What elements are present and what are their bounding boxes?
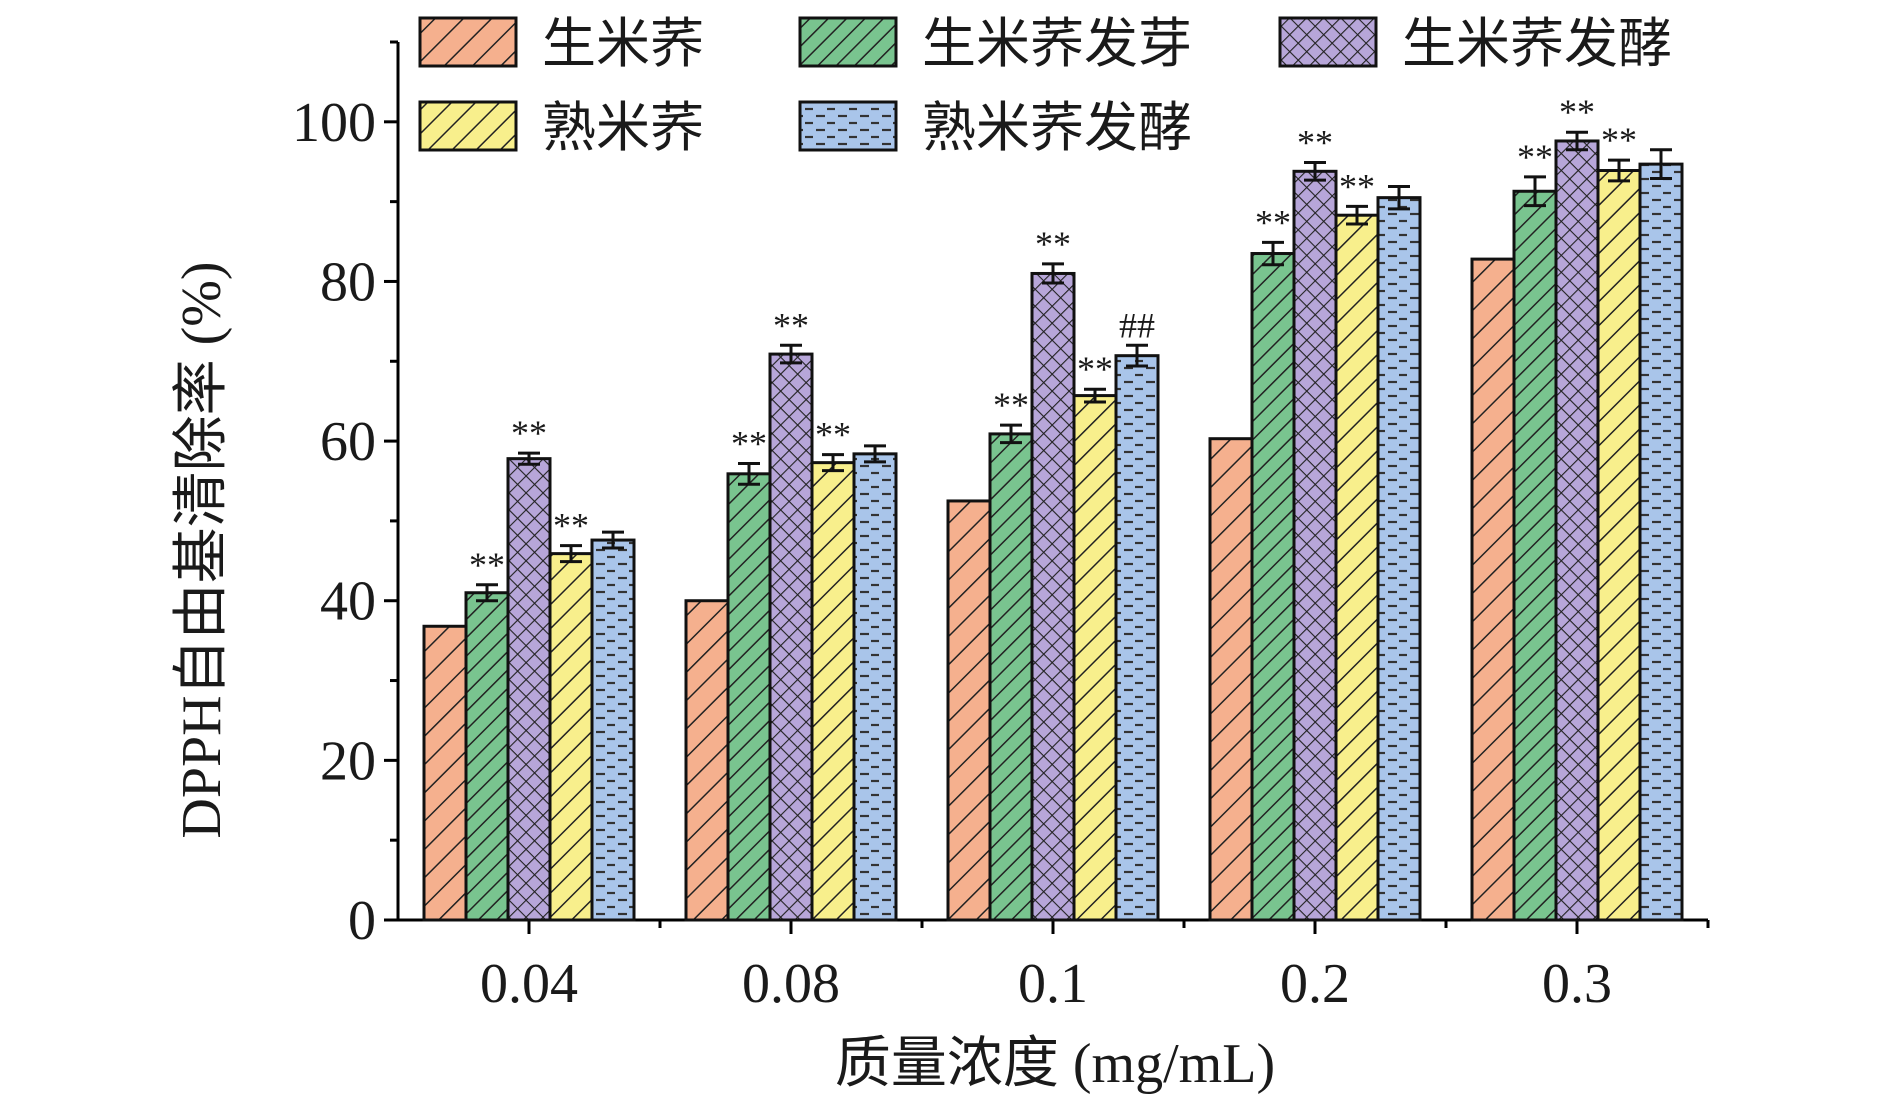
legend-label: 熟米荞 xyxy=(542,98,704,158)
significance-label: ** xyxy=(469,545,505,585)
bars: ******************************## xyxy=(422,92,1684,922)
legend-label: 生米荞发酵 xyxy=(1402,14,1672,74)
significance-label: ** xyxy=(1035,224,1071,264)
bar xyxy=(1554,139,1600,922)
significance-label: ** xyxy=(773,305,809,345)
y-tick-label: 20 xyxy=(320,730,376,792)
bar xyxy=(1030,271,1076,922)
significance-label: ** xyxy=(1559,92,1595,132)
bar xyxy=(1334,213,1380,922)
bar xyxy=(726,472,772,922)
bar xyxy=(422,624,468,922)
bar xyxy=(548,552,594,922)
legend-label: 熟米荞发酵 xyxy=(922,98,1192,158)
significance-label: ** xyxy=(511,413,547,453)
legend-label: 生米荞 xyxy=(542,14,704,74)
significance-label: ** xyxy=(1255,202,1291,242)
bar xyxy=(1072,394,1118,922)
y-tick-label: 60 xyxy=(320,411,376,473)
significance-label: ** xyxy=(731,423,767,463)
significance-label: ** xyxy=(1297,123,1333,163)
x-tick-label: 0.04 xyxy=(480,953,578,1015)
legend-swatch xyxy=(418,16,518,68)
bar xyxy=(1470,257,1516,922)
legend-swatch xyxy=(798,100,898,152)
y-tick-label: 0 xyxy=(348,890,376,952)
bar xyxy=(1512,189,1558,922)
significance-label: ** xyxy=(815,415,851,455)
y-tick-label: 40 xyxy=(320,571,376,633)
x-tick-label: 0.1 xyxy=(1018,953,1088,1015)
bar xyxy=(852,452,898,922)
bar xyxy=(1208,437,1254,922)
bar xyxy=(684,599,730,922)
bar xyxy=(768,352,814,922)
significance-label: ** xyxy=(1339,166,1375,206)
significance-label: ## xyxy=(1119,305,1155,345)
bar xyxy=(590,538,636,922)
x-axis-title: 质量浓度 (mg/mL) xyxy=(835,1033,1275,1095)
bar xyxy=(946,499,992,922)
bar xyxy=(1250,252,1296,922)
bar xyxy=(1638,162,1684,922)
x-tick-label: 0.08 xyxy=(742,953,840,1015)
significance-label: ** xyxy=(553,506,589,546)
x-tick-label: 0.3 xyxy=(1542,953,1612,1015)
y-tick-label: 100 xyxy=(292,92,376,154)
y-tick-label: 80 xyxy=(320,251,376,313)
bar xyxy=(1114,354,1160,922)
bar xyxy=(988,432,1034,922)
significance-label: ** xyxy=(993,385,1029,425)
x-axis: 0.04 0.08 0.1 0.2 0.3 xyxy=(398,918,1710,1015)
y-axis-title: DPPH自由基清除率 (%) xyxy=(171,261,233,838)
y-axis: 0 20 40 60 80 100 xyxy=(292,40,400,952)
bar xyxy=(1376,196,1422,922)
legend-swatch xyxy=(418,100,518,152)
bar xyxy=(810,461,856,922)
bar xyxy=(1596,169,1642,922)
bar xyxy=(506,457,552,922)
significance-label: ** xyxy=(1601,120,1637,160)
legend-label: 生米荞发芽 xyxy=(922,14,1192,74)
bar xyxy=(1292,169,1338,922)
legend-swatch xyxy=(798,16,898,68)
bar xyxy=(464,591,510,922)
significance-label: ** xyxy=(1517,137,1553,177)
x-tick-label: 0.2 xyxy=(1280,953,1350,1015)
significance-label: ** xyxy=(1077,349,1113,389)
legend-swatch xyxy=(1278,16,1378,68)
